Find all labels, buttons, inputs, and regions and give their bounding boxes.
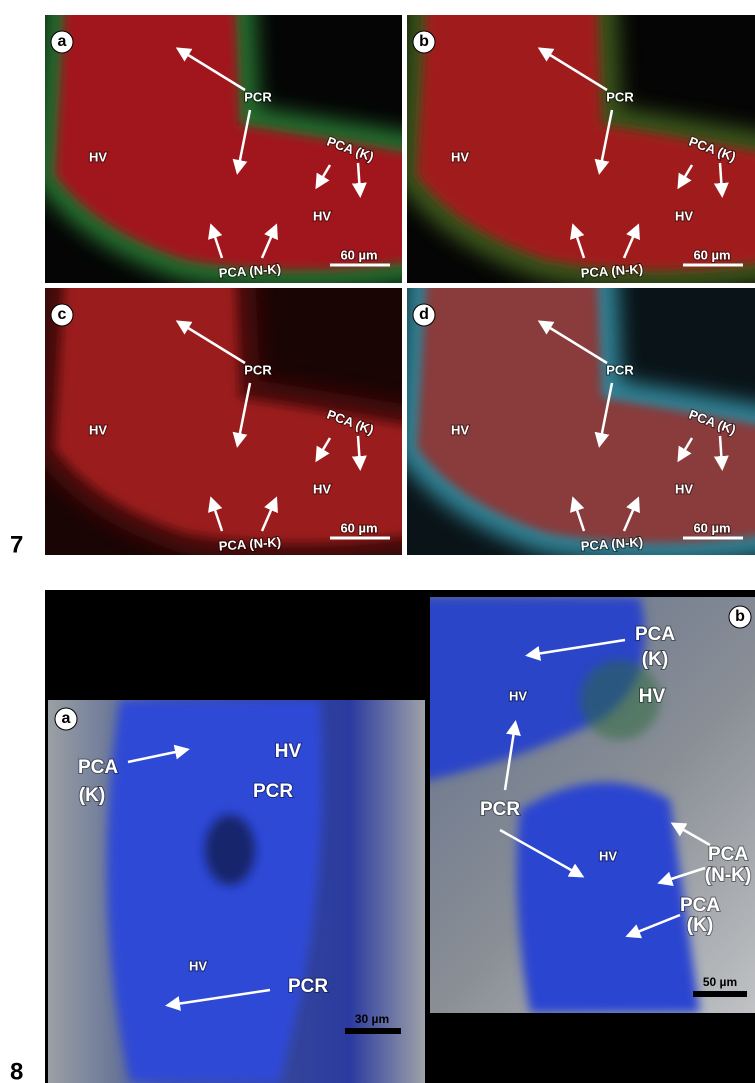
label: HV xyxy=(675,208,693,223)
label: HV xyxy=(313,481,331,496)
label: HV xyxy=(275,741,302,762)
scale-bar xyxy=(345,1028,401,1034)
scale-label: 60 µm xyxy=(693,520,730,535)
scale-label: 30 µm xyxy=(355,1012,389,1026)
panel-letter: b xyxy=(419,33,429,50)
label: HV xyxy=(189,958,207,973)
panel-image xyxy=(45,0,422,283)
label: PCR xyxy=(606,362,634,377)
panel-letter: a xyxy=(62,710,71,727)
label: HV xyxy=(639,686,666,707)
label: (K) xyxy=(687,915,713,936)
label: HV xyxy=(313,208,331,223)
label: HV xyxy=(675,481,693,496)
scale-label: 60 µm xyxy=(340,247,377,262)
label: HV xyxy=(451,422,469,437)
figure-8: b a PCA (K) HV HV PCR HV PCA (N-K) PCA (… xyxy=(45,590,755,1083)
label: PCA xyxy=(708,844,748,865)
scale-label: 60 µm xyxy=(693,247,730,262)
label: HV xyxy=(451,149,469,164)
scale-label: 50 µm xyxy=(703,975,737,989)
label: PCR xyxy=(288,976,328,997)
panel-letter: c xyxy=(58,306,67,323)
label: PCA xyxy=(680,895,720,916)
label: PCA xyxy=(635,624,675,645)
label: HV xyxy=(89,149,107,164)
scale-label: 60 µm xyxy=(340,520,377,535)
label: PCR xyxy=(244,362,272,377)
label: PCR xyxy=(244,89,272,104)
label: HV xyxy=(509,688,527,703)
label: HV xyxy=(599,848,617,863)
label: (K) xyxy=(79,785,105,806)
label: PCR xyxy=(606,89,634,104)
label: PCR xyxy=(253,781,293,802)
figure-number: 8 xyxy=(10,1058,23,1083)
label: (K) xyxy=(642,649,668,670)
label: (N-K) xyxy=(705,865,751,886)
panel-letter: b xyxy=(735,608,745,625)
label: PCR xyxy=(480,799,520,820)
panel-letter: d xyxy=(419,306,429,323)
panel-letter: a xyxy=(58,33,67,50)
scale-bar xyxy=(693,991,747,997)
label: HV xyxy=(89,422,107,437)
label: PCA xyxy=(78,757,118,778)
figure-number: 7 xyxy=(10,531,23,558)
figure-plate: 7 8 b a PCA (K) HV HV PCR HV PCA (N-K) P… xyxy=(0,0,755,1083)
panel-image xyxy=(45,268,422,555)
